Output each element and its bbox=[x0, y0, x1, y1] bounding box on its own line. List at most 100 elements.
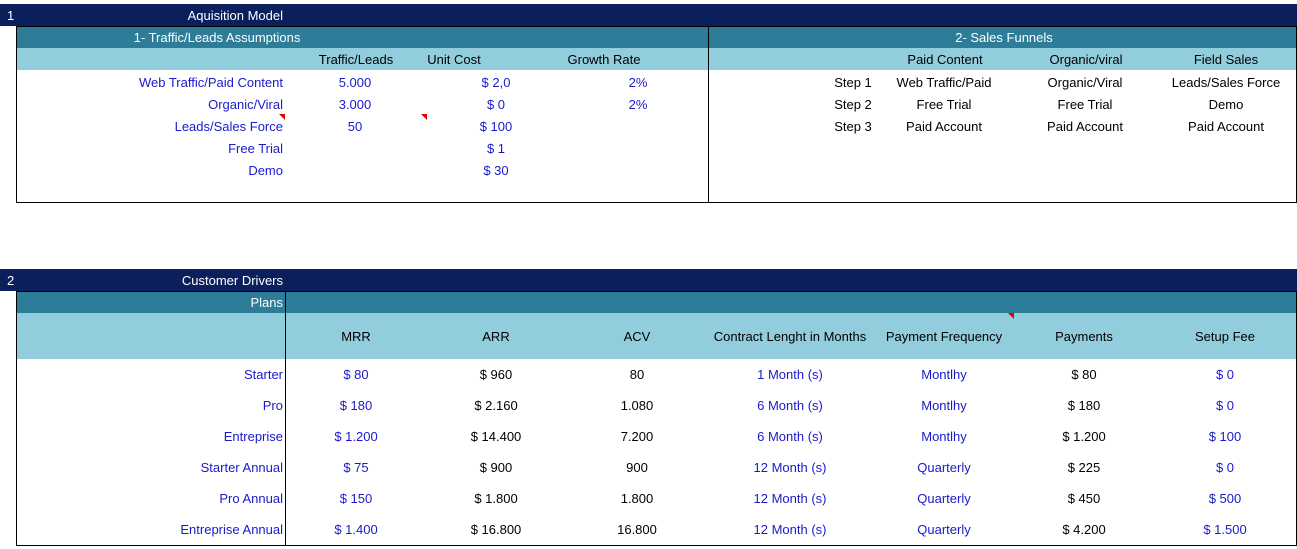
traffic-row-label[interactable]: Web Traffic/Paid Content bbox=[138, 75, 283, 90]
header-arr: ARR bbox=[482, 329, 510, 344]
funnels-header-row: Paid Content Organic/viral Field Sales bbox=[709, 48, 1297, 70]
funnel-paid-cell[interactable]: Free Trial bbox=[916, 97, 972, 112]
plan-acv[interactable]: 900 bbox=[626, 460, 648, 475]
plan-setup-fee[interactable]: $ 100 bbox=[1208, 429, 1242, 444]
plan-contract[interactable]: 12 Month (s) bbox=[753, 460, 827, 475]
plan-arr[interactable]: $ 14.400 bbox=[470, 429, 522, 444]
traffic-panel-title-bar: 1- Traffic/Leads Assumptions bbox=[17, 26, 708, 48]
funnel-field-cell[interactable]: Paid Account bbox=[1188, 119, 1264, 134]
plan-setup-fee[interactable]: $ 500 bbox=[1208, 491, 1242, 506]
plan-mrr[interactable]: $ 150 bbox=[339, 491, 373, 506]
plan-mrr[interactable]: $ 75 bbox=[343, 460, 369, 475]
traffic-row-cost[interactable]: $ 30 bbox=[483, 163, 509, 178]
plan-payments[interactable]: $ 180 bbox=[1067, 398, 1101, 413]
comment-indicator-icon[interactable] bbox=[421, 114, 427, 120]
plan-frequency[interactable]: Quarterly bbox=[917, 460, 971, 475]
comment-indicator-icon[interactable] bbox=[279, 114, 285, 120]
header-acv: ACV bbox=[623, 329, 651, 344]
plan-payments[interactable]: $ 80 bbox=[1071, 367, 1097, 382]
traffic-row-cost[interactable]: $ 1 bbox=[486, 141, 506, 156]
traffic-panel-title: 1- Traffic/Leads Assumptions bbox=[133, 30, 301, 45]
plan-payments[interactable]: $ 225 bbox=[1067, 460, 1101, 475]
traffic-row-label[interactable]: Demo bbox=[248, 163, 283, 178]
header-field-sales: Field Sales bbox=[1193, 52, 1259, 67]
funnel-organic-cell[interactable]: Free Trial bbox=[1057, 97, 1113, 112]
funnel-organic-cell[interactable]: Paid Account bbox=[1047, 119, 1123, 134]
plan-arr[interactable]: $ 16.800 bbox=[470, 522, 522, 537]
plan-setup-fee[interactable]: $ 0 bbox=[1215, 460, 1235, 475]
plan-frequency[interactable]: Montlhy bbox=[921, 429, 967, 444]
traffic-row-label[interactable]: Organic/Viral bbox=[208, 97, 283, 112]
header-unit-cost: Unit Cost bbox=[427, 52, 481, 67]
funnel-step-label[interactable]: Step 1 bbox=[834, 75, 872, 90]
funnel-field-cell[interactable]: Leads/Sales Force bbox=[1171, 75, 1281, 90]
traffic-row-cost[interactable]: $ 100 bbox=[479, 119, 513, 134]
plan-setup-fee[interactable]: $ 0 bbox=[1215, 367, 1235, 382]
section1-header-bar: 1 Aquisition Model bbox=[0, 4, 1297, 26]
plan-arr[interactable]: $ 960 bbox=[479, 367, 513, 382]
funnel-paid-cell[interactable]: Paid Account bbox=[906, 119, 982, 134]
plan-name[interactable]: Pro Annual bbox=[219, 491, 283, 506]
header-setup-fee: Setup Fee bbox=[1195, 329, 1255, 344]
traffic-row-label[interactable]: Leads/Sales Force bbox=[174, 119, 283, 134]
funnel-step-label[interactable]: Step 3 bbox=[834, 119, 872, 134]
funnels-panel-title: 2- Sales Funnels bbox=[955, 30, 1053, 45]
plan-acv[interactable]: 7.200 bbox=[620, 429, 654, 444]
plan-mrr[interactable]: $ 180 bbox=[339, 398, 373, 413]
plan-arr[interactable]: $ 900 bbox=[479, 460, 513, 475]
plan-mrr[interactable]: $ 1.200 bbox=[334, 429, 378, 444]
traffic-row-cost[interactable]: $ 2,0 bbox=[481, 75, 511, 90]
plan-contract[interactable]: 1 Month (s) bbox=[757, 367, 823, 382]
section2-number: 2 bbox=[7, 273, 15, 288]
funnel-paid-cell[interactable]: Web Traffic/Paid bbox=[896, 75, 992, 90]
plans-title-bar: Plans bbox=[17, 291, 1297, 313]
traffic-row-traffic[interactable]: 5.000 bbox=[338, 75, 372, 90]
traffic-row-traffic[interactable]: 3.000 bbox=[338, 97, 372, 112]
funnel-step-label[interactable]: Step 2 bbox=[834, 97, 872, 112]
funnel-organic-cell[interactable]: Organic/Viral bbox=[1047, 75, 1123, 90]
funnel-field-cell[interactable]: Demo bbox=[1208, 97, 1244, 112]
traffic-header-row: Traffic/Leads Unit Cost Growth Rate bbox=[17, 48, 708, 70]
plan-name[interactable]: Entreprise bbox=[223, 429, 283, 444]
plan-contract[interactable]: 6 Month (s) bbox=[757, 429, 823, 444]
plan-frequency[interactable]: Quarterly bbox=[917, 522, 971, 537]
plans-column-divider bbox=[285, 291, 286, 546]
plan-acv[interactable]: 80 bbox=[629, 367, 645, 382]
header-payment-frequency: Payment Frequency bbox=[885, 329, 1003, 344]
plan-acv[interactable]: 16.800 bbox=[617, 522, 657, 537]
funnels-panel-title-bar: 2- Sales Funnels bbox=[709, 26, 1297, 48]
plan-name[interactable]: Starter bbox=[243, 367, 283, 382]
plan-contract[interactable]: 12 Month (s) bbox=[753, 491, 827, 506]
plan-payments[interactable]: $ 450 bbox=[1067, 491, 1101, 506]
plan-mrr[interactable]: $ 80 bbox=[343, 367, 369, 382]
traffic-row-traffic[interactable]: 50 bbox=[347, 119, 363, 134]
plan-payments[interactable]: $ 4.200 bbox=[1062, 522, 1106, 537]
plan-name[interactable]: Entreprise Annual bbox=[180, 522, 283, 537]
plan-mrr[interactable]: $ 1.400 bbox=[334, 522, 378, 537]
plan-frequency[interactable]: Montlhy bbox=[921, 398, 967, 413]
plan-frequency[interactable]: Montlhy bbox=[921, 367, 967, 382]
header-organic-viral: Organic/viral bbox=[1049, 52, 1123, 67]
section1-title: Aquisition Model bbox=[187, 8, 283, 23]
plans-table-border bbox=[16, 291, 1297, 546]
traffic-row-cost[interactable]: $ 0 bbox=[486, 97, 506, 112]
header-contract-length: Contract Lenght in Months bbox=[713, 329, 867, 344]
traffic-row-growth[interactable]: 2% bbox=[628, 75, 648, 90]
plan-name[interactable]: Starter Annual bbox=[200, 460, 283, 475]
traffic-row-growth[interactable]: 2% bbox=[628, 97, 648, 112]
plan-arr[interactable]: $ 1.800 bbox=[474, 491, 518, 506]
plan-acv[interactable]: 1.080 bbox=[620, 398, 654, 413]
plan-arr[interactable]: $ 2.160 bbox=[474, 398, 518, 413]
plan-name[interactable]: Pro bbox=[262, 398, 283, 413]
comment-indicator-icon[interactable] bbox=[1008, 313, 1014, 319]
traffic-row-label[interactable]: Free Trial bbox=[228, 141, 283, 156]
header-traffic-leads: Traffic/Leads bbox=[318, 52, 394, 67]
plan-setup-fee[interactable]: $ 1.500 bbox=[1203, 522, 1247, 537]
plan-setup-fee[interactable]: $ 0 bbox=[1215, 398, 1235, 413]
plan-acv[interactable]: 1.800 bbox=[620, 491, 654, 506]
plan-frequency[interactable]: Quarterly bbox=[917, 491, 971, 506]
plan-contract[interactable]: 6 Month (s) bbox=[757, 398, 823, 413]
plan-payments[interactable]: $ 1.200 bbox=[1062, 429, 1106, 444]
plan-contract[interactable]: 12 Month (s) bbox=[753, 522, 827, 537]
header-paid-content: Paid Content bbox=[907, 52, 983, 67]
